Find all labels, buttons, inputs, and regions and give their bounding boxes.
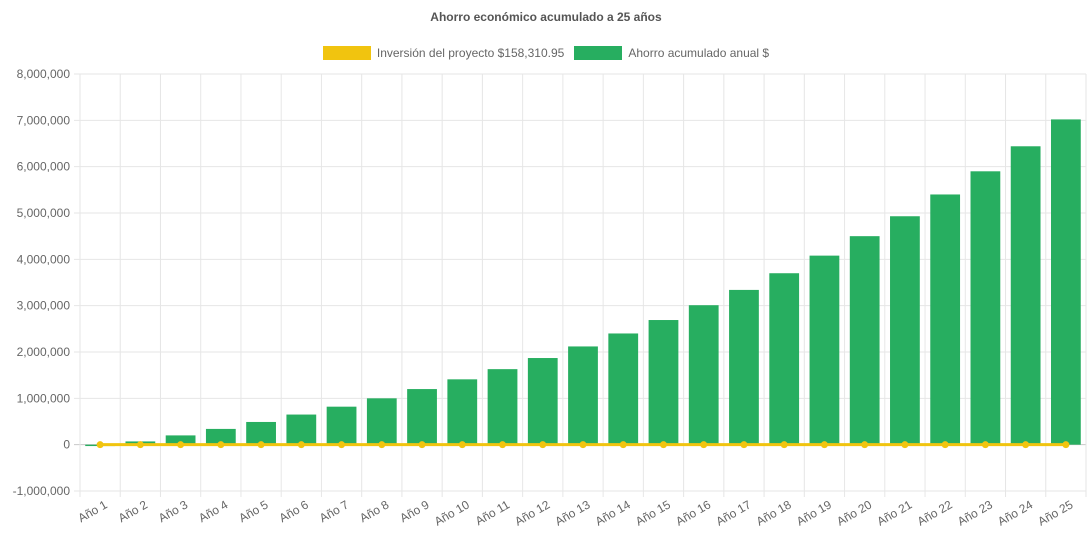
point-inversion <box>780 441 788 449</box>
x-tick-label: Año 1 <box>75 497 109 525</box>
point-inversion <box>136 441 144 449</box>
x-tick-label: Año 16 <box>673 497 713 528</box>
x-tick-label: Año 8 <box>357 497 391 525</box>
point-inversion <box>499 441 507 449</box>
x-tick-label: Año 10 <box>432 497 472 528</box>
x-tick-label: Año 2 <box>116 497 150 525</box>
x-tick-label: Año 24 <box>995 497 1035 528</box>
point-inversion <box>740 441 748 449</box>
x-tick-label: Año 15 <box>633 497 673 528</box>
bar-ahorro <box>165 435 196 445</box>
point-inversion <box>378 441 386 449</box>
x-tick-label: Año 23 <box>955 497 995 528</box>
point-inversion <box>700 441 708 449</box>
point-inversion <box>257 441 265 449</box>
point-inversion <box>861 441 869 449</box>
y-tick-label: 8,000,000 <box>17 67 71 81</box>
point-inversion <box>981 441 989 449</box>
bar-ahorro <box>849 236 880 445</box>
point-inversion <box>177 441 185 449</box>
point-inversion <box>941 441 949 449</box>
y-tick-label: 4,000,000 <box>17 252 71 266</box>
bar-ahorro <box>648 320 679 445</box>
bars-layer <box>85 119 1081 447</box>
bar-ahorro <box>487 369 518 445</box>
x-tick-label: Año 13 <box>553 497 593 528</box>
x-tick-label: Año 9 <box>397 497 431 525</box>
y-tick-label: 1,000,000 <box>17 391 71 405</box>
legend-label-savings: Ahorro acumulado anual $ <box>628 46 770 60</box>
bar-ahorro <box>246 421 276 445</box>
bar-ahorro <box>366 398 397 445</box>
point-inversion <box>901 441 909 449</box>
bar-ahorro <box>930 194 961 445</box>
legend-swatch-investment <box>322 46 371 60</box>
bar-ahorro <box>568 346 598 445</box>
point-inversion <box>619 441 627 449</box>
y-tick-label: 5,000,000 <box>17 206 71 220</box>
point-inversion <box>1062 441 1070 449</box>
y-tick-label: 6,000,000 <box>17 160 71 174</box>
x-tick-label: Año 7 <box>317 497 351 525</box>
x-tick-label: Año 22 <box>915 497 955 528</box>
x-tick-label: Año 11 <box>473 497 512 528</box>
point-inversion <box>579 441 587 449</box>
point-inversion <box>96 441 104 449</box>
x-tick-label: Año 14 <box>593 497 633 528</box>
point-inversion <box>1022 441 1030 449</box>
legend-item-investment[interactable]: Inversión del proyecto $158,310.95 <box>322 46 565 60</box>
x-tick-label: Año 4 <box>196 497 230 525</box>
bar-ahorro <box>447 379 478 445</box>
point-inversion <box>217 441 225 449</box>
point-inversion <box>458 441 466 449</box>
y-tick-label: 0 <box>63 438 70 452</box>
y-tick-label: -1,000,000 <box>13 484 71 498</box>
bar-ahorro <box>809 255 840 445</box>
bar-ahorro <box>326 406 357 445</box>
bar-ahorro <box>527 358 558 445</box>
x-tick-label: Año 6 <box>277 497 311 525</box>
bar-ahorro <box>205 428 236 445</box>
x-tick-label: Año 12 <box>512 497 552 528</box>
line-layer <box>96 441 1070 449</box>
x-tick-label: Año 19 <box>794 497 834 528</box>
bar-ahorro <box>970 171 1001 445</box>
x-tick-label: Año 21 <box>874 497 914 528</box>
bar-ahorro <box>608 333 639 445</box>
y-tick-label: 3,000,000 <box>17 299 71 313</box>
legend-item-savings[interactable]: Ahorro acumulado anual $ <box>574 46 769 60</box>
bar-ahorro <box>286 414 317 445</box>
bar-ahorro <box>1010 146 1041 445</box>
x-tick-label: Año 5 <box>236 497 270 525</box>
point-inversion <box>297 441 305 449</box>
x-tick-label: Año 3 <box>156 497 190 525</box>
bar-ahorro <box>407 389 437 445</box>
point-inversion <box>539 441 547 449</box>
chart-legend: Inversión del proyecto $158,310.95 Ahorr… <box>0 46 1092 60</box>
bar-ahorro <box>688 305 719 445</box>
bar-ahorro <box>890 216 920 445</box>
point-inversion <box>820 441 828 449</box>
y-tick-label: 2,000,000 <box>17 345 71 359</box>
x-tick-label: Año 25 <box>1035 497 1075 528</box>
y-tick-label: 7,000,000 <box>17 113 71 127</box>
bar-ahorro <box>729 289 759 445</box>
point-inversion <box>659 441 667 449</box>
legend-label-investment: Inversión del proyecto $158,310.95 <box>376 46 565 60</box>
point-inversion <box>418 441 426 449</box>
x-tick-label: Año 17 <box>714 497 754 528</box>
bar-ahorro <box>769 273 800 445</box>
x-tick-label: Año 18 <box>754 497 794 528</box>
legend-swatch-savings <box>574 46 623 60</box>
chart-title: Ahorro económico acumulado a 25 años <box>430 10 662 24</box>
point-inversion <box>338 441 346 449</box>
bar-ahorro <box>1050 119 1081 445</box>
x-tick-label: Año 20 <box>834 497 874 528</box>
